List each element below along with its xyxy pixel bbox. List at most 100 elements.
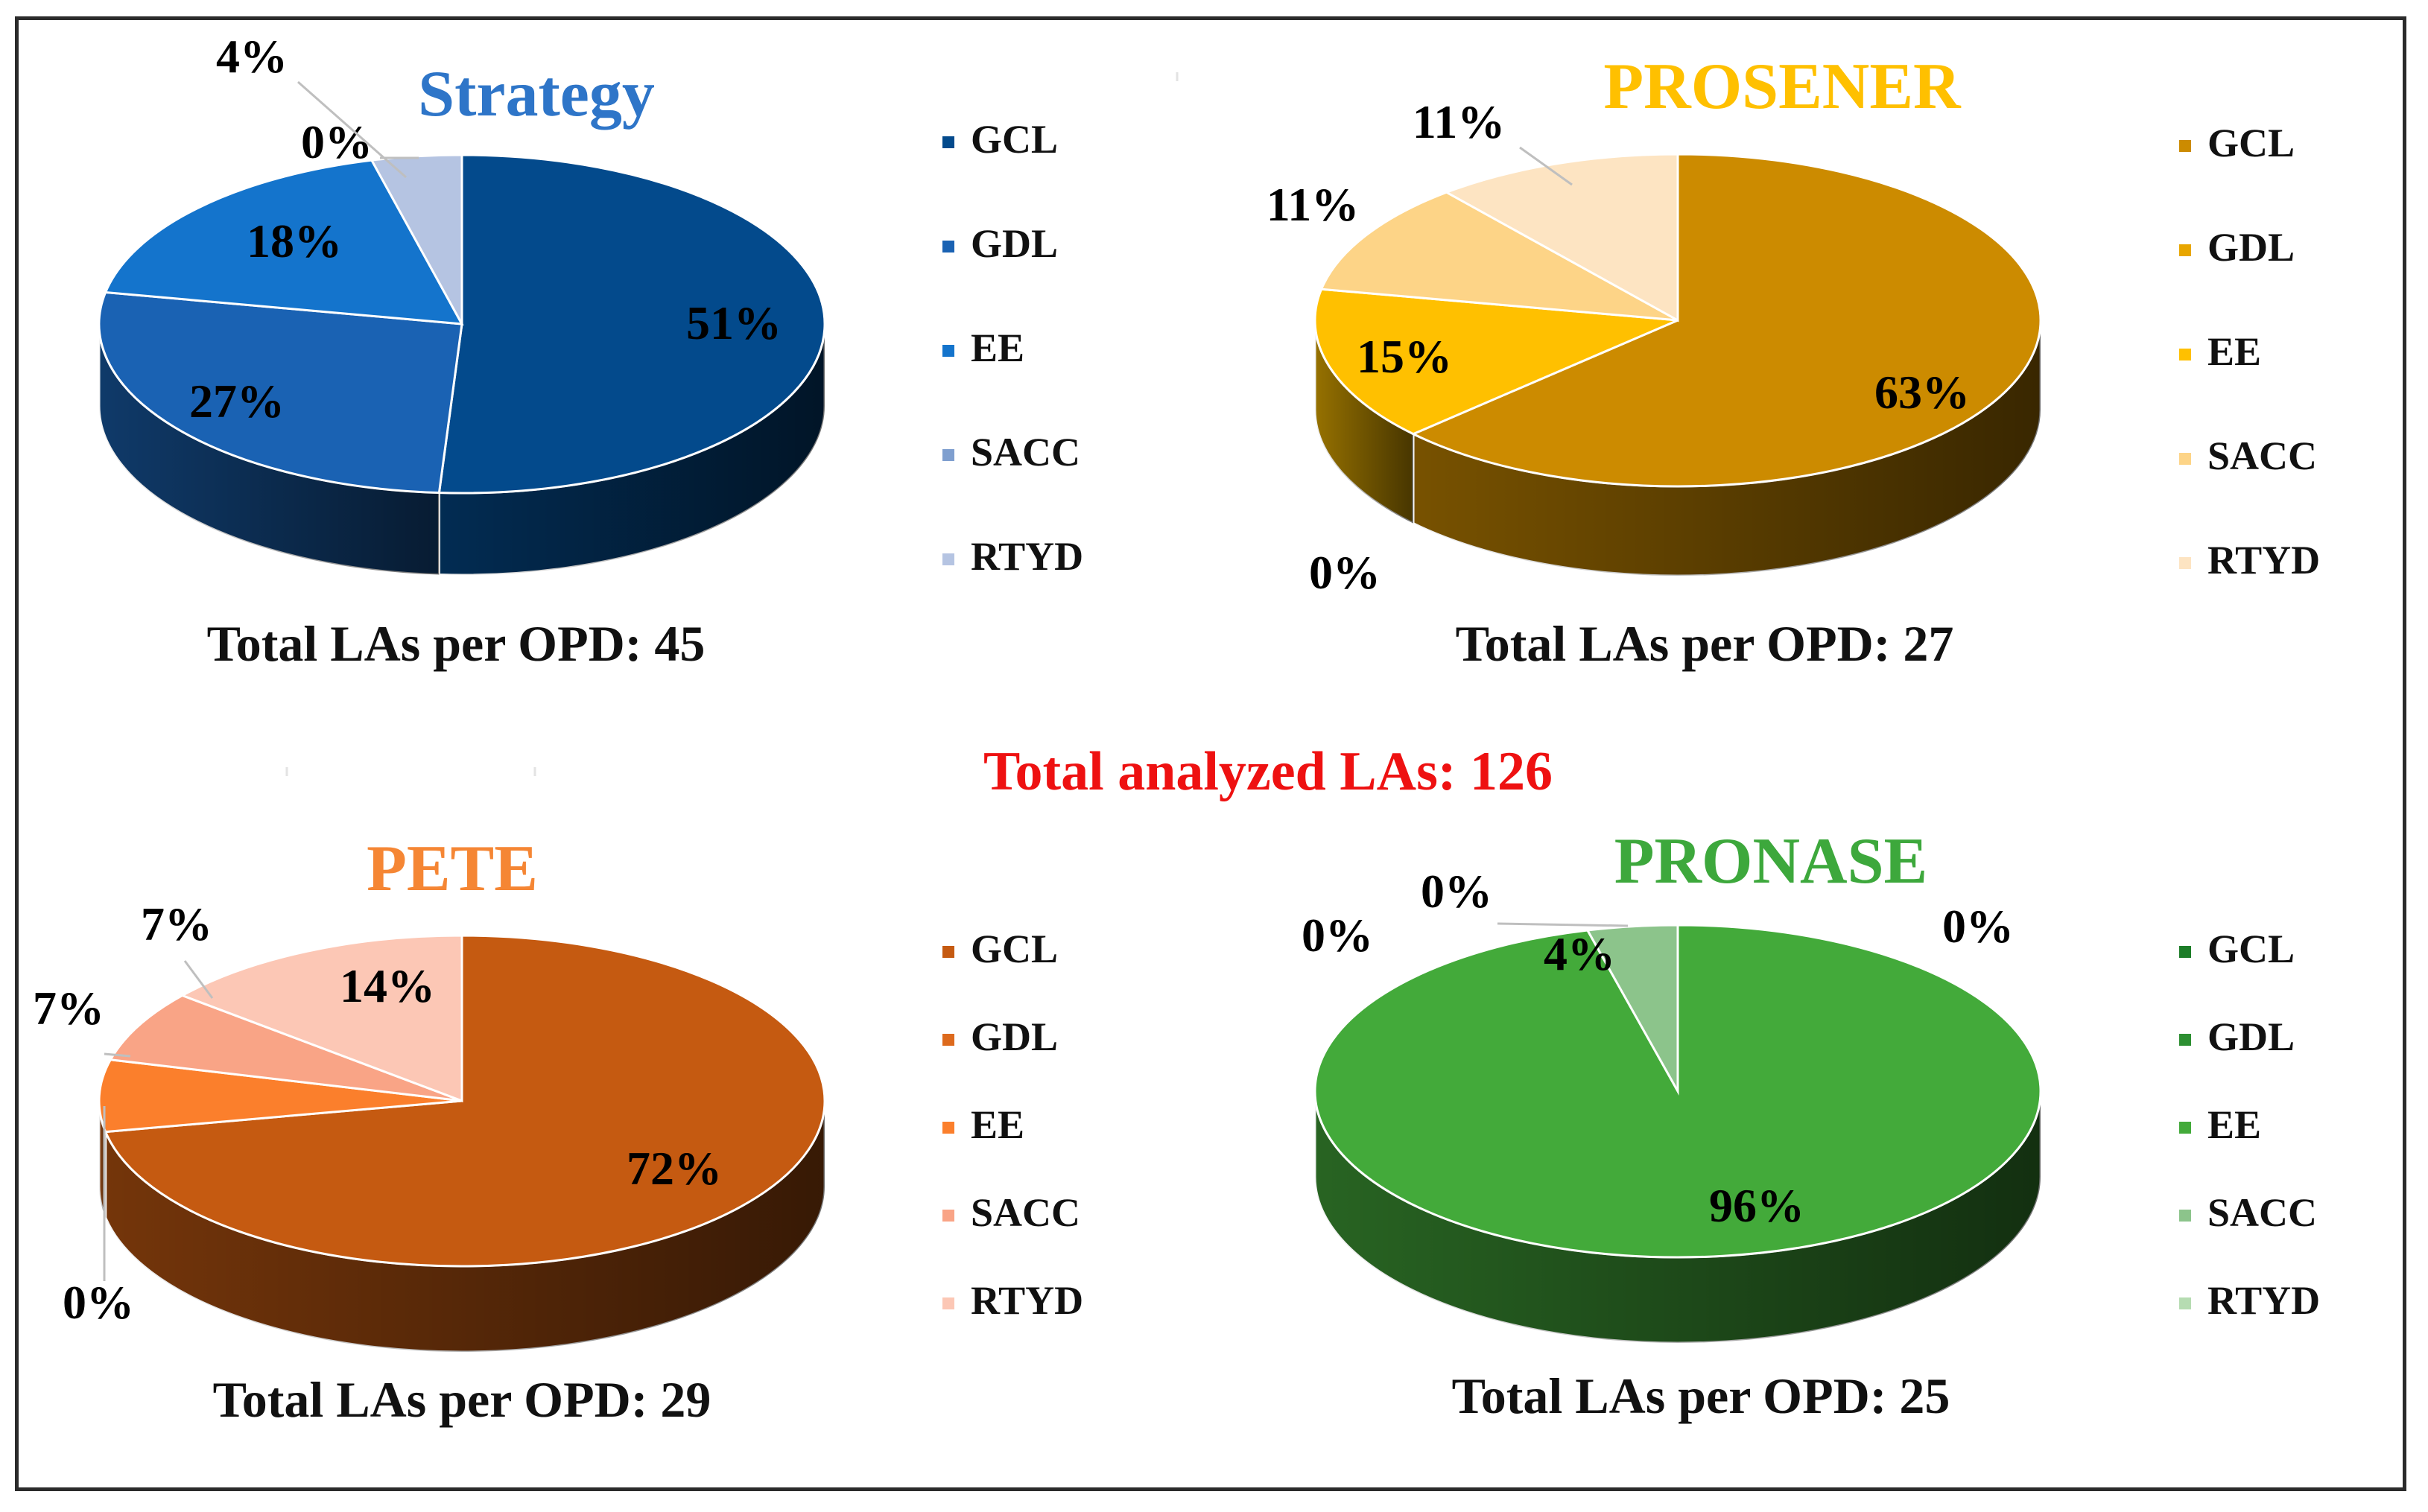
legend-swatch-sacc bbox=[2179, 453, 2191, 465]
pie-strategy: 51% 27% 18% 0%4% bbox=[98, 30, 826, 576]
pie-slice-side-shade bbox=[105, 1101, 825, 1352]
legend-prosener: GCL GDL EE SACC RTYD bbox=[2179, 121, 2320, 582]
legend-swatch-ee bbox=[2179, 349, 2191, 360]
data-label-sacc: 0% bbox=[301, 115, 373, 168]
pie-pronase: 0% 0% 96% 4% 0% bbox=[1302, 865, 2042, 1344]
total-las-label: Total LAs per OPD: 27 bbox=[1456, 615, 1954, 672]
leader-line bbox=[297, 80, 407, 179]
data-label-ee: 7% bbox=[33, 982, 104, 1035]
legend-label-gdl: GDL bbox=[971, 221, 1058, 266]
data-label-rtyd: 0% bbox=[1942, 900, 2014, 953]
legend-label-rtyd: RTYD bbox=[2207, 538, 2320, 582]
pie-slice-side-shade bbox=[439, 324, 825, 575]
pie-slice-side-shade bbox=[99, 324, 440, 575]
pie-data-labels: 63% 0% 15% 11% 11% bbox=[1267, 95, 1970, 599]
data-label-gdl: 27% bbox=[189, 375, 285, 428]
legend-swatch-rtyd bbox=[2179, 1297, 2191, 1309]
total-las-label: Total LAs per OPD: 29 bbox=[213, 1371, 711, 1428]
legend-swatch-gdl bbox=[2179, 1034, 2191, 1046]
chart-pete: PETE 72% 0% 7% 7% 14% GCL GDL EE SACC RTYD Total… bbox=[33, 833, 1083, 1428]
pie-prosener: 63% 0% 15% 11% 11% bbox=[1267, 95, 2042, 599]
legend-label-gdl: GDL bbox=[2207, 225, 2295, 270]
pie-top bbox=[1313, 153, 2042, 488]
legend-pete: GCL GDL EE SACC RTYD bbox=[942, 927, 1083, 1323]
pie-slice-gdl bbox=[98, 290, 463, 495]
pie-slice-rtyd bbox=[1444, 153, 1679, 323]
legend-label-ee: EE bbox=[2207, 329, 2261, 374]
pie-slice-sacc bbox=[1319, 191, 1679, 322]
pie-slice-sacc bbox=[1585, 924, 1679, 1096]
data-label-gcl: 63% bbox=[1874, 366, 1970, 419]
total-las-label: Total LAs per OPD: 45 bbox=[207, 615, 706, 672]
legend-label-gdl: GDL bbox=[971, 1014, 1058, 1059]
chart-title: PROSENER bbox=[1603, 51, 1962, 123]
leader-line bbox=[104, 1052, 131, 1058]
legend-swatch-rtyd bbox=[942, 553, 954, 565]
total-las-label: Total LAs per OPD: 25 bbox=[1452, 1368, 1950, 1424]
pie-top bbox=[98, 153, 826, 495]
leader-line bbox=[1519, 146, 1573, 186]
legend-swatch-sacc bbox=[942, 449, 954, 461]
pie-top bbox=[98, 934, 826, 1268]
legend-label-sacc: SACC bbox=[2207, 1190, 2317, 1235]
chart-strategy: Strategy 51%27%18%0%4% GCLGDLEESACCRTYD … bbox=[98, 30, 1083, 672]
pie-slice-gcl bbox=[1410, 153, 2042, 488]
legend-swatch-gdl bbox=[942, 1034, 954, 1046]
data-label-ee: 18% bbox=[247, 215, 342, 267]
pie-pete: 72% 0% 7% 7% 14% bbox=[33, 898, 826, 1353]
data-label-rtyd: 14% bbox=[340, 959, 435, 1012]
chart-pronase: PRONASE 0% 0% 96% 4% 0% GCL GDL EE SACC RTYD Tot… bbox=[1302, 825, 2320, 1424]
legend-label-sacc: SACC bbox=[2207, 433, 2317, 478]
legend-swatch-ee bbox=[2179, 1122, 2191, 1134]
legend-swatch-gcl bbox=[942, 136, 954, 148]
data-label-gdl: 0% bbox=[1421, 865, 1492, 918]
data-label-gcl: 51% bbox=[686, 296, 782, 349]
data-label-gcl: 0% bbox=[1302, 909, 1373, 962]
chart-title: PETE bbox=[367, 833, 538, 905]
legend-swatch-gdl bbox=[942, 241, 954, 252]
data-label-ee: 96% bbox=[1709, 1179, 1804, 1232]
legend-label-gcl: GCL bbox=[2207, 927, 2295, 971]
pie-slice-ee bbox=[104, 159, 464, 325]
pie-slice-side-shade bbox=[1315, 320, 1413, 524]
legend-swatch-ee bbox=[942, 345, 954, 357]
chart-title: Strategy bbox=[418, 58, 655, 130]
data-label-gcl: 72% bbox=[627, 1142, 722, 1195]
legend-label-rtyd: RTYD bbox=[971, 534, 1083, 579]
legend-label-rtyd: RTYD bbox=[2207, 1278, 2320, 1323]
chart-prosener: PROSENER 63% 0% 15% 11% 11% GCL GDL EE SACC RTYD… bbox=[1267, 51, 2320, 672]
figure-frame bbox=[15, 16, 2406, 1491]
legend-swatch-rtyd bbox=[2179, 557, 2191, 569]
separator-ticks bbox=[285, 72, 1179, 776]
legend-swatch-sacc bbox=[2179, 1210, 2191, 1222]
legend-label-gcl: GCL bbox=[971, 117, 1058, 162]
data-label-rtyd: 11% bbox=[1413, 95, 1505, 148]
legend-label-gdl: GDL bbox=[2207, 1014, 2295, 1059]
pie-slice-side-shade bbox=[1413, 320, 2041, 576]
pie-slice-ee bbox=[1313, 288, 1679, 436]
pie-slice-sacc bbox=[108, 994, 463, 1102]
data-label-rtyd: 4% bbox=[216, 30, 288, 83]
chart-title: PRONASE bbox=[1614, 825, 1928, 898]
pie-slice-side-shade bbox=[1315, 1091, 2041, 1343]
legend-label-sacc: SACC bbox=[971, 430, 1080, 474]
pie-slice-rtyd bbox=[180, 934, 463, 1103]
data-label-ee: 15% bbox=[1357, 330, 1452, 383]
legend-swatch-ee bbox=[942, 1122, 954, 1134]
pie-slice-gcl bbox=[437, 153, 826, 495]
data-label-sacc: 11% bbox=[1267, 178, 1359, 231]
legend-label-gcl: GCL bbox=[2207, 121, 2295, 165]
pie-slice-gcl bbox=[104, 934, 826, 1268]
legend-swatch-gcl bbox=[2179, 140, 2191, 152]
leader-line bbox=[183, 960, 214, 999]
leader-line bbox=[1497, 922, 1629, 927]
legend-label-sacc: SACC bbox=[971, 1190, 1080, 1235]
data-label-gdl: 0% bbox=[63, 1276, 134, 1329]
grand-total-label: Total analyzed LAs: 126 bbox=[983, 741, 1553, 802]
pie-data-labels: 51% 27% 18% 0%4% bbox=[189, 30, 782, 428]
legend-strategy: GCL GDL EE SACC RTYD bbox=[942, 117, 1083, 579]
legend-swatch-gcl bbox=[942, 946, 954, 958]
data-label-sacc: 4% bbox=[1544, 927, 1615, 980]
legend-label-ee: EE bbox=[2207, 1102, 2261, 1147]
